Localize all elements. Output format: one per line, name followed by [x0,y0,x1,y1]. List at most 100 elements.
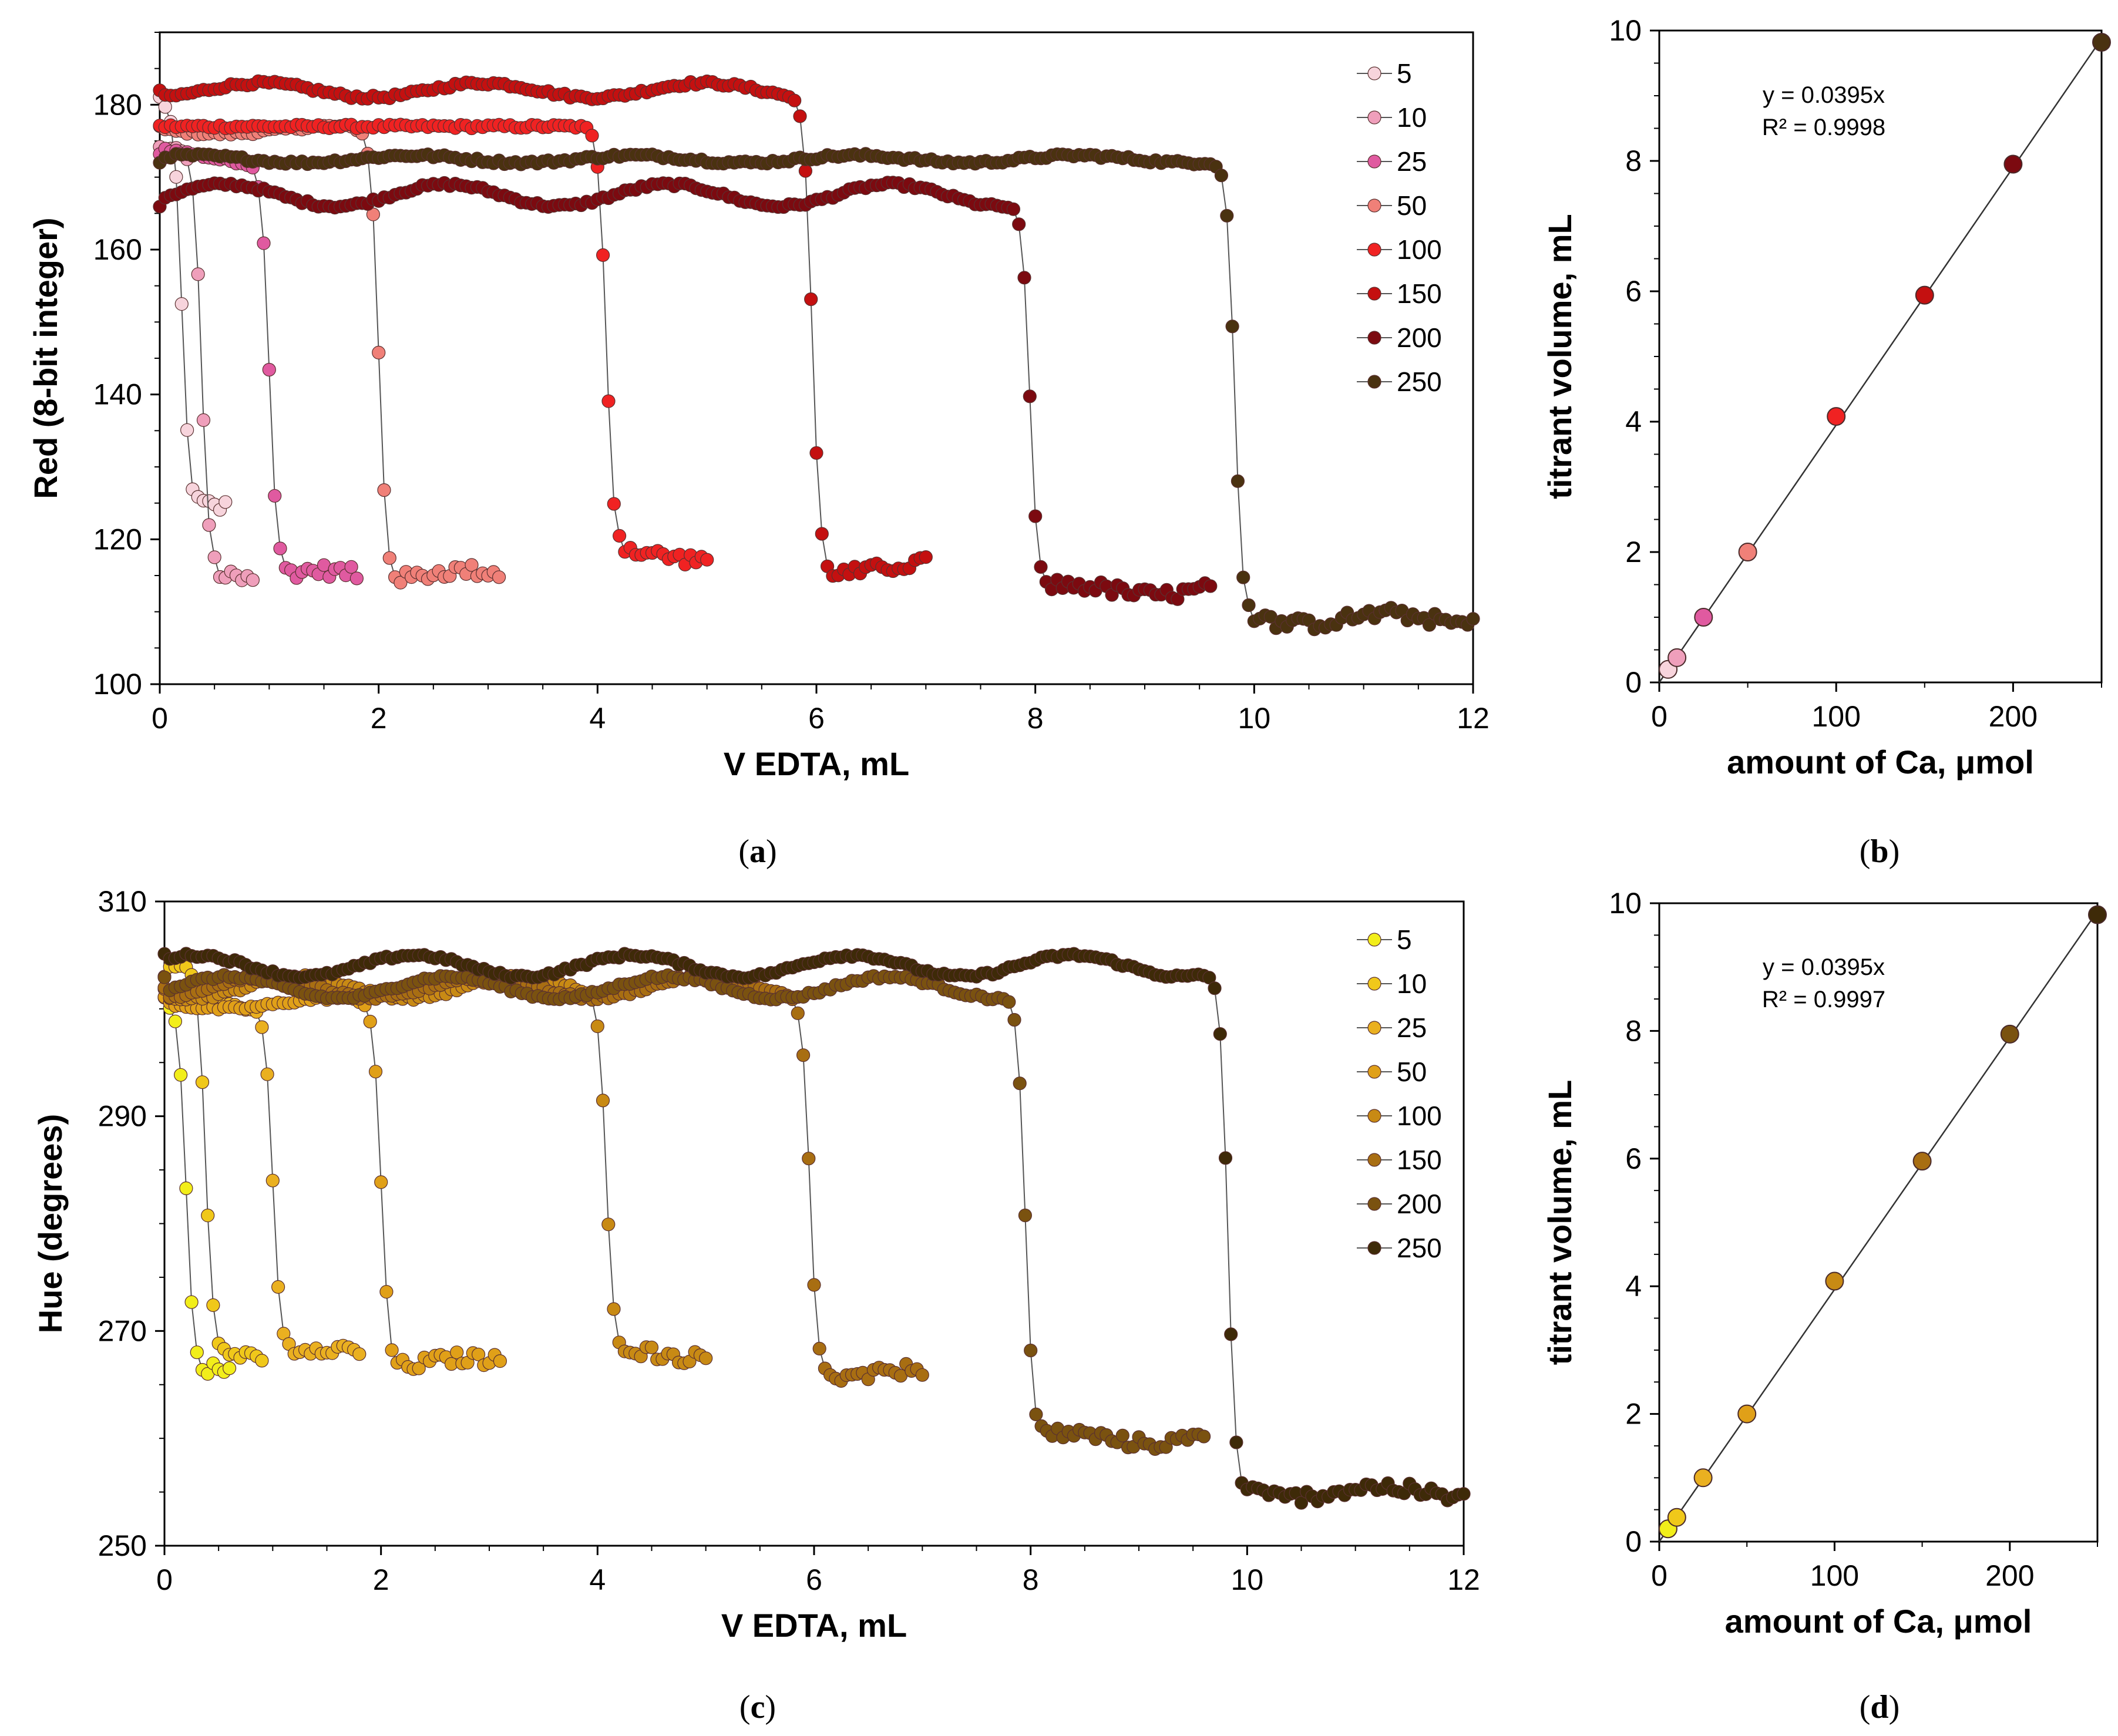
x-tick-label: 6 [808,702,825,735]
data-point [2003,154,2023,174]
data-point-25 [257,236,271,250]
y-tick-label: 100 [93,668,142,701]
data-point-200 [1007,1012,1021,1027]
x-axis-label: amount of Ca, μmol [1727,743,2034,780]
data-point-50 [471,1347,486,1361]
y-tick-label: 6 [1625,275,1642,308]
data-point-250 [1229,1435,1243,1449]
data-point-50 [385,1343,399,1357]
legend-item-5: 5 [1357,924,1412,955]
data-point-200 [1024,1343,1038,1358]
x-axis-label: V EDTA, mL [721,1607,907,1644]
data-point-5 [218,495,233,509]
data-point-100 [607,1302,621,1316]
data-point-150 [791,1006,805,1020]
legend-item-5: 5 [1357,58,1412,89]
trendline-equation: y = 0.0395x [1763,82,1885,108]
data-point-150 [919,550,933,564]
legend-marker [1367,375,1381,389]
data-point-5 [174,297,189,311]
y-tick-label: 4 [1625,405,1642,438]
y-tick-label: 4 [1625,1270,1642,1303]
legend-label: 5 [1397,924,1412,955]
data-point-250 [1231,474,1245,488]
data-point-10 [202,518,216,532]
data-point-25 [273,541,287,556]
data-point-25 [268,489,282,503]
data-point [1667,648,1687,667]
y-axis-label: titrant volume, mL [1541,1080,1578,1365]
data-point [1912,1152,1932,1171]
legend-label: 150 [1397,1145,1442,1175]
x-tick-label: 8 [1023,1563,1039,1596]
data-point-200 [1028,509,1043,523]
y-tick-label: 2 [1625,1398,1642,1431]
legend-label: 25 [1397,1012,1427,1043]
x-tick-label: 0 [156,1563,173,1596]
series-line-10 [159,146,254,581]
data-point-200 [1018,1208,1033,1223]
x-tick-label: 2 [373,1563,389,1596]
x-tick-label: 0 [1651,1559,1667,1592]
legend-label: 10 [1397,102,1427,133]
data-point-5 [184,1295,199,1309]
data-point-200 [1034,560,1048,574]
y-tick-label: 120 [93,523,142,556]
panel-label: (b) [1860,833,1900,870]
x-tick-label: 4 [589,702,606,735]
legend-marker [1367,977,1381,991]
y-tick-label: 10 [1609,887,1642,920]
legend-item-200: 200 [1357,1189,1442,1219]
legend-item-25: 25 [1357,146,1427,177]
legend-item-10: 10 [1357,968,1427,999]
y-tick-label: 310 [98,885,147,918]
data-point-150 [915,1368,929,1382]
series-line-250 [159,153,1474,631]
y-tick-label: 140 [93,378,142,411]
data-point-25 [260,1067,274,1081]
x-tick-label: 0 [152,702,168,735]
data-point-50 [465,558,479,572]
panel-label: (a) [738,833,776,870]
data-point-250 [1457,1487,1471,1501]
data-point-200 [1012,217,1026,231]
legend-label: 10 [1397,968,1427,999]
x-tick-label: 100 [1811,700,1860,733]
legend-marker [1367,110,1381,125]
x-tick-label: 12 [1457,702,1490,735]
legend-label: 150 [1397,278,1442,309]
legend-marker [1367,1197,1381,1211]
legend-label: 200 [1397,1189,1442,1219]
data-point-250 [1208,981,1222,995]
series-50 [157,990,507,1376]
data-point-5 [190,1345,204,1360]
data-point [2000,1024,2019,1044]
data-point-250 [1218,1151,1233,1165]
data-point-250 [1236,570,1250,584]
legend-label: 100 [1397,234,1442,265]
data-point-150 [804,292,818,307]
series-250 [153,147,1480,637]
data-point-150 [798,164,813,178]
series-200 [153,176,1218,606]
legend-label: 50 [1397,1057,1427,1087]
panel-c-hue-titration: 0 2 4 6 8 10 12 250 270 290 310 5 10 25 50 100 150 200 250… [32,885,1480,1725]
legend-label: 200 [1397,322,1442,353]
series-10 [153,140,260,587]
data-point-250 [1220,208,1234,223]
legend-item-150: 150 [1357,278,1442,309]
r-squared-label: R² = 0.9998 [1762,115,1885,140]
panel-label: (d) [1860,1689,1900,1725]
series-150 [153,74,933,583]
series-250 [157,947,1471,1510]
data-point-50 [450,1345,464,1360]
legend-item-250: 250 [1357,1233,1442,1263]
data-point [1667,1508,1686,1527]
series-100 [157,968,713,1370]
data-point-100 [596,1094,610,1108]
data-point-25 [344,560,358,574]
y-axis-label: titrant volume, mL [1541,214,1578,499]
y-axis-label: Red (8-bit integer) [27,217,64,499]
data-point-250 [1422,618,1437,632]
data-point-250 [1294,1496,1309,1510]
